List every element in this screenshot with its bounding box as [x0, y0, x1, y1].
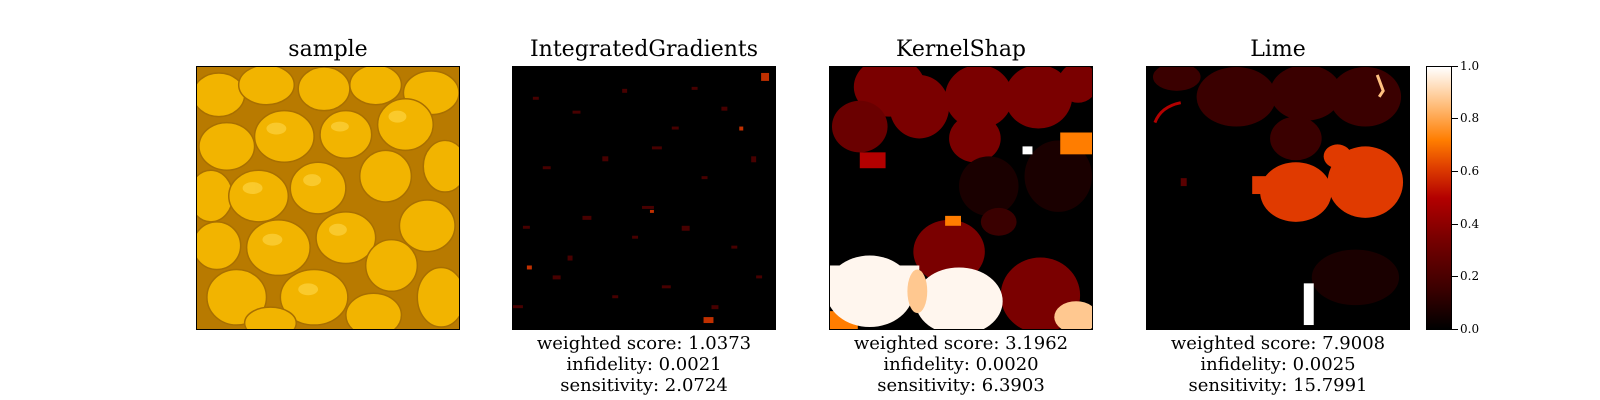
integrated-gradients-map: [512, 66, 776, 330]
colorbar-tick-label: 0.6: [1460, 164, 1480, 178]
colorbar-tick-label: 0.8: [1460, 111, 1480, 125]
colorbar-tick-label: 0.0: [1460, 322, 1480, 336]
infidelity: infidelity: 0.0025: [1200, 354, 1356, 375]
colorbar-tick: [1452, 171, 1458, 172]
infidelity: infidelity: 0.0021: [566, 354, 722, 375]
panel-title-kernel-shap: KernelShap: [895, 37, 1027, 62]
sample-image: [196, 66, 460, 330]
infidelity: infidelity: 0.0020: [883, 354, 1039, 375]
integrated-gradients-heatmap: [513, 67, 775, 329]
colorbar-tick-label: 0.2: [1460, 269, 1480, 283]
colorbar: [1426, 66, 1452, 330]
sensitivity: sensitivity: 6.3903: [877, 375, 1045, 396]
lime-map: [1146, 66, 1410, 330]
colorbar-tick: [1452, 118, 1458, 119]
sensitivity: sensitivity: 15.7991: [1188, 375, 1368, 396]
panel-title-integrated-gradients: IntegratedGradients: [529, 37, 759, 62]
colorbar-tick-label: 1.0: [1460, 59, 1480, 73]
colorbar-tick: [1452, 329, 1458, 330]
weighted-score: weighted score: 1.0373: [536, 333, 752, 354]
lemons-picture: [197, 67, 459, 329]
weighted-score: weighted score: 7.9008: [1170, 333, 1386, 354]
integrated-gradients-metrics: weighted score: 1.0373 infidelity: 0.002…: [512, 333, 776, 396]
kernel-shap-heatmap: [830, 67, 1092, 329]
colorbar-tick-label: 0.4: [1460, 217, 1480, 231]
weighted-score: weighted score: 3.1962: [853, 333, 1069, 354]
lime-heatmap: [1147, 67, 1409, 329]
panel-title-lime: Lime: [1250, 37, 1306, 62]
colorbar-tick: [1452, 66, 1458, 67]
panel-title-sample: sample: [288, 37, 368, 62]
colorbar-tick: [1452, 276, 1458, 277]
kernel-shap-map: [829, 66, 1093, 330]
lime-metrics: weighted score: 7.9008 infidelity: 0.002…: [1146, 333, 1410, 396]
colorbar-tick: [1452, 224, 1458, 225]
sensitivity: sensitivity: 2.0724: [560, 375, 728, 396]
kernel-shap-metrics: weighted score: 3.1962 infidelity: 0.002…: [829, 333, 1093, 396]
